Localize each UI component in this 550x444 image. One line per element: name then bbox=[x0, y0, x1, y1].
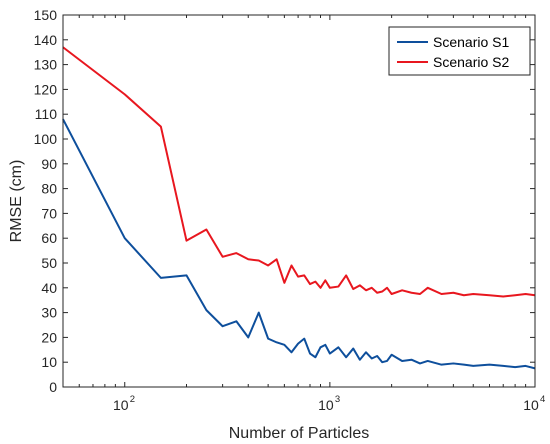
legend-label-scenario-s1: Scenario S1 bbox=[433, 34, 509, 50]
y-tick-label: 0 bbox=[49, 379, 57, 395]
y-tick-label: 50 bbox=[41, 255, 57, 271]
series-line-scenario-s1 bbox=[62, 118, 536, 370]
legend-box bbox=[388, 26, 531, 76]
x-tick-label: 10 bbox=[523, 397, 539, 413]
plot-frame bbox=[62, 14, 536, 388]
y-tick-label: 100 bbox=[34, 131, 58, 147]
y-tick-label: 80 bbox=[41, 181, 57, 197]
y-axis-label: RMSE (cm) bbox=[8, 160, 25, 243]
y-tick-labels: 0 10 20 30 40 50 60 70 80 90 100 110 120 130 140 150 bbox=[34, 7, 58, 395]
y-tick-label: 40 bbox=[41, 280, 57, 296]
y-tick-label: 60 bbox=[41, 230, 57, 246]
x-tick-label-exponent: 2 bbox=[130, 394, 135, 405]
x-axis-label: Number of Particles bbox=[229, 425, 370, 442]
series-layer bbox=[62, 46, 536, 370]
legend: Scenario S1 Scenario S2 bbox=[388, 26, 531, 76]
y-tick-label: 110 bbox=[35, 106, 58, 122]
y-tick-label: 70 bbox=[41, 205, 57, 221]
y-tick-label: 20 bbox=[41, 329, 57, 345]
x-tick-label: 10 bbox=[113, 397, 129, 413]
y-tick-label: 10 bbox=[41, 354, 57, 370]
y-tick-label: 130 bbox=[34, 57, 58, 73]
y-tick-label: 140 bbox=[34, 32, 58, 48]
y-tick-label: 150 bbox=[34, 7, 58, 23]
plot-area bbox=[63, 15, 535, 387]
x-tick-label: 10 bbox=[318, 397, 334, 413]
x-tick-label-exponent: 3 bbox=[335, 394, 340, 405]
x-tick-labels: 10 2 10 3 10 4 bbox=[113, 394, 545, 413]
y-tick-label: 30 bbox=[41, 305, 57, 321]
y-tick-label: 120 bbox=[34, 81, 58, 97]
y-tick-label: 90 bbox=[41, 156, 57, 172]
x-tick-label-exponent: 4 bbox=[540, 394, 545, 405]
series-line-scenario-s2 bbox=[62, 46, 536, 298]
legend-label-scenario-s2: Scenario S2 bbox=[433, 54, 509, 70]
